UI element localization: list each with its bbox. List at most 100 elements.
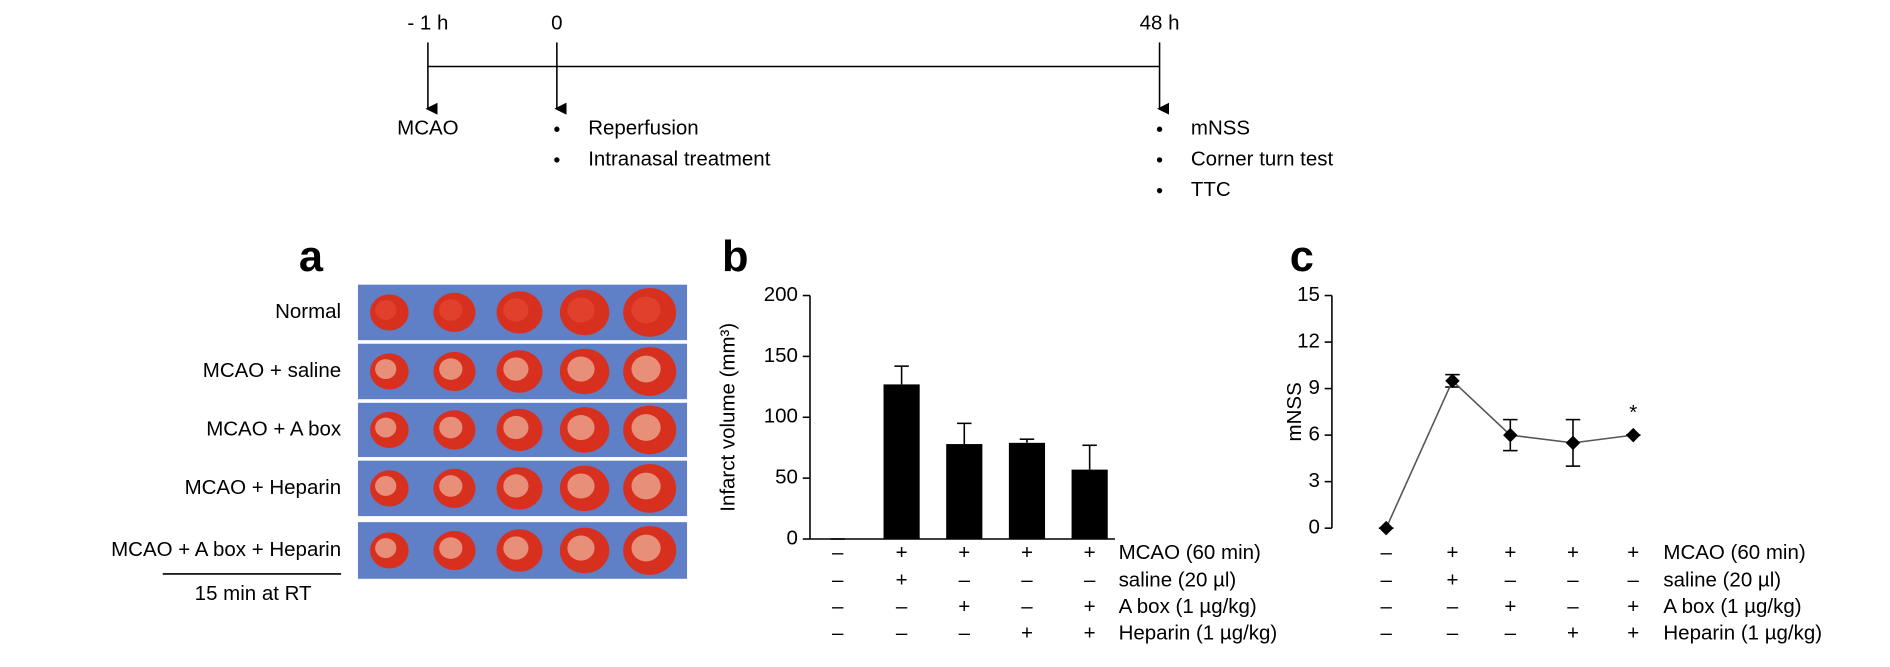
panel-label: b <box>722 233 749 281</box>
treatment-sign: + <box>958 541 970 564</box>
marker <box>1565 435 1581 451</box>
treatment-sign: + <box>1084 595 1096 618</box>
event-label: Corner turn test <box>1191 147 1334 170</box>
treatment-name: MCAO (60 min) <box>1663 541 1805 564</box>
row-label: MCAO + A box + Heparin <box>111 538 341 561</box>
brain-core <box>631 355 661 383</box>
brain-core <box>439 416 463 439</box>
brain-core <box>631 534 661 562</box>
treatment-sign: + <box>896 569 908 592</box>
bullet <box>1156 188 1163 194</box>
treatment-sign: – <box>896 622 908 645</box>
brain-core <box>375 417 397 438</box>
treatment-sign: + <box>1446 541 1458 564</box>
brain-core <box>375 538 397 558</box>
panel-label: c <box>1290 233 1314 281</box>
brain-core <box>439 299 463 321</box>
y-tick-label: 150 <box>764 344 798 367</box>
brain-core <box>439 537 463 559</box>
treatment-name: saline (20 µl) <box>1119 569 1237 592</box>
annotation: * <box>1629 401 1637 424</box>
row-label: Normal <box>275 300 341 323</box>
brain-core <box>503 474 529 498</box>
bar <box>1008 442 1046 540</box>
row-label: MCAO + A box <box>206 417 342 440</box>
bullet <box>554 126 560 132</box>
treatment-sign: + <box>1021 622 1033 645</box>
brain-core <box>375 300 397 320</box>
treatment-sign: + <box>1627 622 1639 645</box>
y-tick-label: 0 <box>787 526 798 549</box>
treatment-sign: – <box>1021 569 1033 592</box>
treatment-sign: – <box>959 622 971 645</box>
bar <box>883 384 920 540</box>
treatment-sign: + <box>1084 541 1096 564</box>
row-label: MCAO + saline <box>203 359 341 382</box>
y-tick-label: 12 <box>1297 329 1320 352</box>
treatment-name: saline (20 µl) <box>1663 569 1781 592</box>
brain-core <box>567 356 595 382</box>
brain-core <box>503 536 529 560</box>
event-label: mNSS <box>1191 117 1250 140</box>
brain-core <box>439 475 463 497</box>
treatment-sign: – <box>832 569 844 592</box>
treatment-sign: – <box>1380 569 1392 592</box>
brain-core <box>567 535 595 561</box>
treatment-name: Heparin (1 µg/kg) <box>1663 622 1822 645</box>
y-tick-label: 50 <box>775 466 798 489</box>
event-label: Intranasal treatment <box>588 147 770 170</box>
y-axis-label: Infarct volume (mm³) <box>717 323 740 512</box>
treatment-sign: + <box>1504 595 1516 618</box>
treatment-sign: – <box>1505 622 1517 645</box>
event-label: Reperfusion <box>588 117 698 140</box>
bullet <box>1156 126 1163 132</box>
brain-core <box>631 296 661 324</box>
treatment-sign: – <box>1628 569 1640 592</box>
treatment-sign: – <box>1084 569 1096 592</box>
treatment-name: A box (1 µg/kg) <box>1663 595 1801 618</box>
treatment-sign: – <box>1567 595 1579 618</box>
brain-core <box>375 476 397 496</box>
treatment-name: Heparin (1 µg/kg) <box>1119 622 1278 645</box>
y-tick-label: 6 <box>1308 423 1319 446</box>
treatment-sign: + <box>1627 541 1639 564</box>
bar <box>946 444 983 540</box>
brain-core <box>375 359 397 380</box>
treatment-sign: – <box>896 595 908 618</box>
time-label: 0 <box>551 12 562 35</box>
y-tick-label: 0 <box>1308 516 1319 539</box>
marker <box>1378 520 1394 536</box>
marker <box>1503 427 1518 443</box>
brain-core <box>567 297 595 323</box>
marker <box>1445 373 1460 389</box>
treatment-sign: + <box>1567 622 1579 645</box>
treatment-sign: – <box>832 541 844 564</box>
time-label: - 1 h <box>407 12 448 35</box>
treatment-sign: + <box>1627 595 1639 618</box>
treatment-sign: + <box>896 541 908 564</box>
treatment-sign: – <box>1380 541 1392 564</box>
time-label: 48 h <box>1140 12 1180 35</box>
bar <box>1071 469 1108 540</box>
treatment-sign: + <box>1446 569 1458 592</box>
brain-core <box>503 357 529 381</box>
treatment-sign: + <box>1021 541 1033 564</box>
line <box>1385 379 1634 529</box>
y-axis-label: mNSS <box>1283 382 1306 441</box>
brain-core <box>567 473 595 499</box>
treatment-sign: – <box>1380 595 1392 618</box>
marker <box>1626 427 1641 443</box>
brain-core <box>567 414 595 441</box>
row-label: MCAO + Heparin <box>185 476 342 499</box>
y-tick-label: 3 <box>1308 469 1319 492</box>
bullet <box>1156 157 1163 163</box>
event-label: MCAO <box>397 117 458 140</box>
treatment-sign: – <box>832 622 844 645</box>
treatment-sign: – <box>832 595 844 618</box>
treatment-sign: + <box>1504 541 1516 564</box>
brain-core <box>503 415 529 440</box>
treatment-sign: – <box>1380 622 1392 645</box>
treatment-sign: – <box>959 569 971 592</box>
